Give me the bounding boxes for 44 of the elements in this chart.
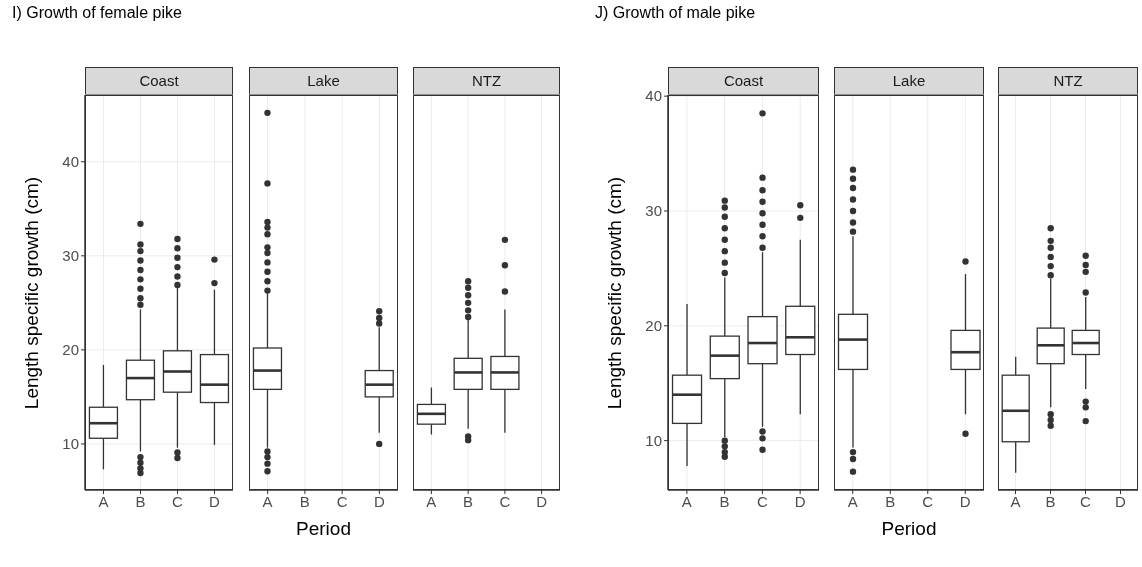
x-tick-label: A <box>681 492 692 510</box>
y-tick-label: 40 <box>62 153 79 171</box>
chart-subtitle: Coast <box>668 67 819 95</box>
x-tick-label: B <box>135 492 146 510</box>
x-tick-label: B <box>719 492 730 510</box>
x-tick-label: B <box>299 492 310 510</box>
chart-subtitle: Lake <box>249 67 398 95</box>
x-tick-label: D <box>536 492 548 510</box>
y-tick-label: 30 <box>645 202 662 220</box>
chart-subtitle: Coast <box>85 67 233 95</box>
y-tick-label: 30 <box>62 247 79 265</box>
x-tick-label: B <box>463 492 474 510</box>
chart-subtitle: NTZ <box>413 67 560 95</box>
x-tick-label: A <box>426 492 437 510</box>
chart-title: J) Growth of male pike <box>595 4 756 22</box>
x-tick-label: B <box>1045 492 1056 510</box>
x-axis-title: Period <box>295 518 352 540</box>
x-axis-title: Period <box>880 518 938 540</box>
x-tick-label: C <box>756 492 768 510</box>
x-tick-label: D <box>959 492 971 510</box>
x-tick-label: C <box>1080 492 1092 510</box>
x-tick-label: D <box>794 492 806 510</box>
x-tick-label: A <box>98 492 109 510</box>
chart-title: I) Growth of female pike <box>12 4 182 22</box>
x-tick-label: C <box>336 492 348 510</box>
x-tick-label: D <box>373 492 385 510</box>
y-tick-label: 40 <box>645 87 662 105</box>
y-tick-label: 10 <box>62 435 79 453</box>
chart-subtitle: Lake <box>834 67 984 95</box>
x-tick-label: C <box>172 492 184 510</box>
y-axis-title: Length specific growth (cm) <box>21 175 43 411</box>
x-tick-label: D <box>1115 492 1127 510</box>
x-tick-label: C <box>922 492 934 510</box>
x-tick-label: A <box>847 492 858 510</box>
x-tick-label: A <box>262 492 273 510</box>
x-tick-label: C <box>499 492 511 510</box>
y-axis-title: Length specific growth (cm) <box>604 175 626 411</box>
x-tick-label: D <box>209 492 221 510</box>
chart-subtitle: NTZ <box>998 67 1138 95</box>
y-tick-label: 20 <box>645 317 662 335</box>
y-tick-label: 10 <box>645 431 662 449</box>
x-tick-label: A <box>1010 492 1021 510</box>
x-tick-label: B <box>885 492 896 510</box>
y-tick-label: 20 <box>62 341 79 359</box>
